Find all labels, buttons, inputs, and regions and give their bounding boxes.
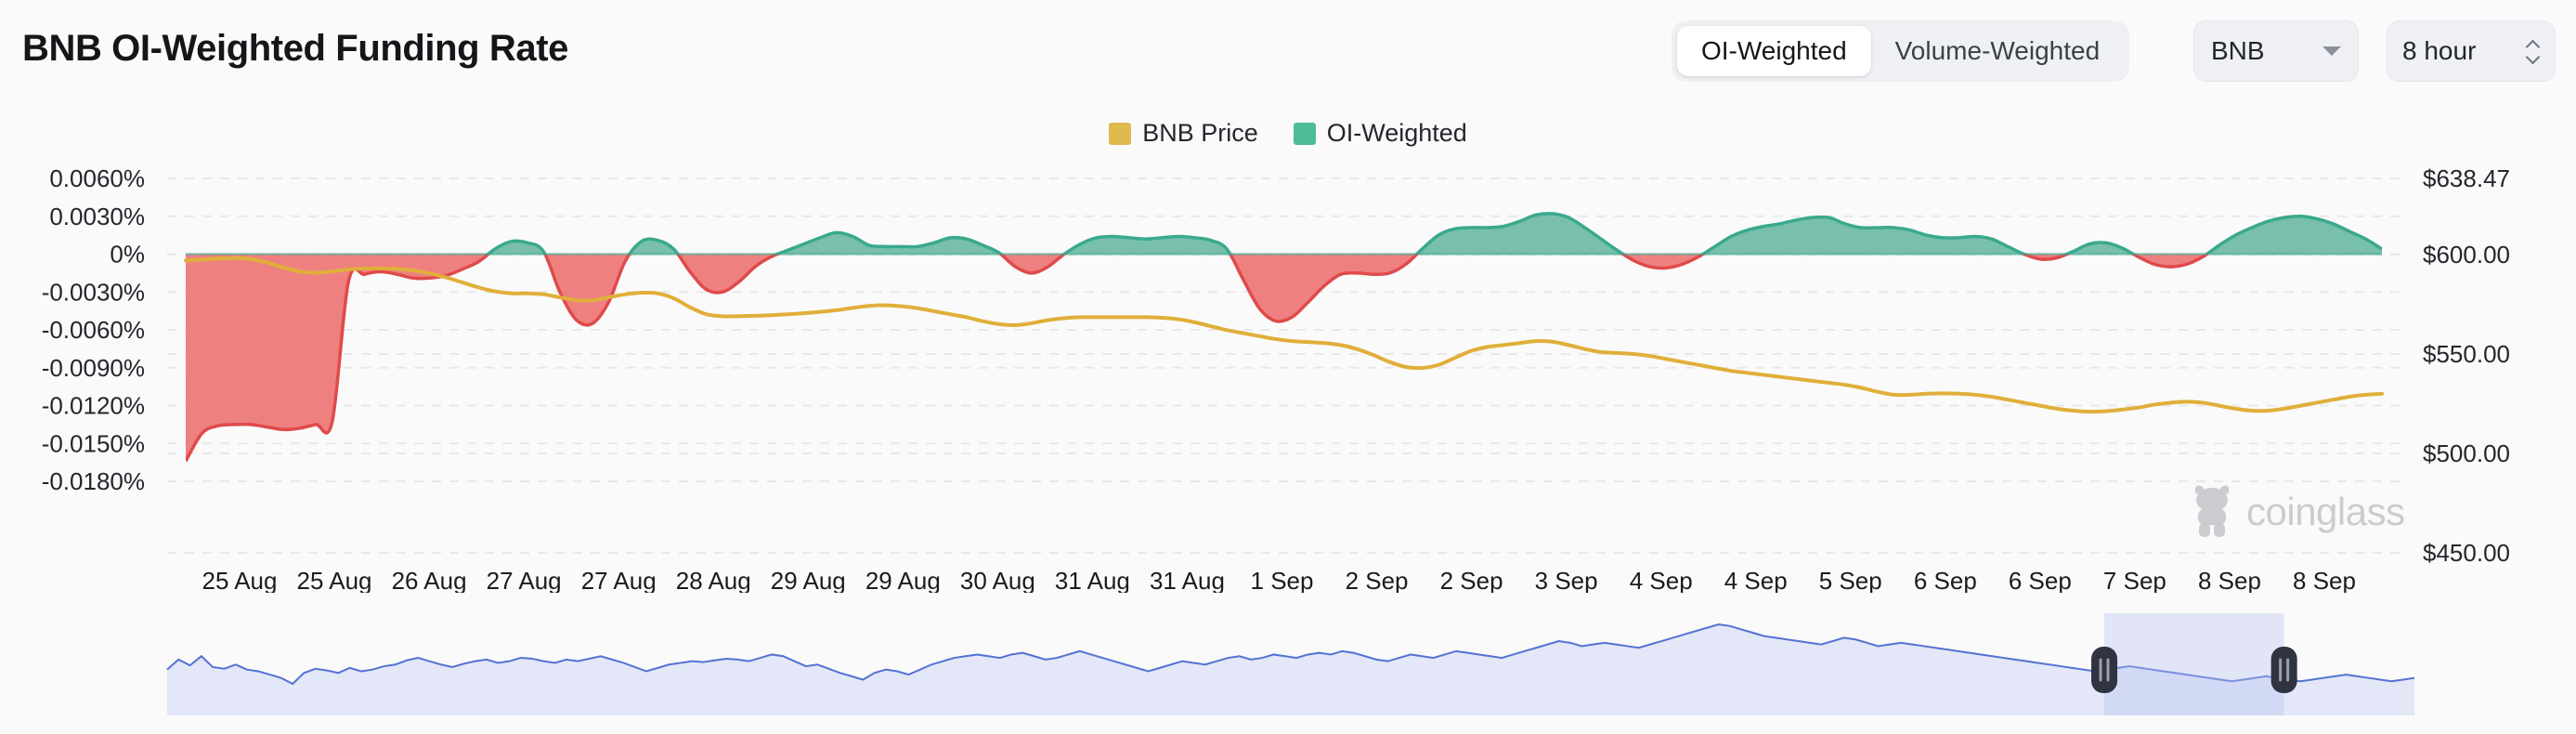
chart-legend: BNB Price OI-Weighted: [0, 119, 2576, 148]
chart-header: BNB OI-Weighted Funding Rate OI-Weighted…: [0, 0, 2576, 100]
interval-select-value: 8 hour: [2402, 36, 2477, 65]
legend-item-oi-weighted[interactable]: OI-Weighted: [1293, 119, 1467, 148]
navigator-handle-left[interactable]: [2091, 647, 2118, 693]
weighting-toggle-group: OI-Weighted Volume-Weighted: [1672, 20, 2130, 82]
legend-swatch-bnb-price: [1109, 122, 1132, 145]
tab-oi-weighted[interactable]: OI-Weighted: [1677, 26, 1871, 76]
x-axis-tick-label: 31 Aug: [1150, 567, 1225, 593]
chart-plot-area[interactable]: 0.0060% 0.0030% 0% -0.0030% -0.0060% -0.0090%…: [0, 165, 2576, 593]
x-axis-tick-label: 8 Sep: [2293, 567, 2356, 593]
stepper-icon[interactable]: [2527, 41, 2540, 61]
x-axis-tick-label: 6 Sep: [1914, 567, 1977, 593]
x-axis-tick-label: 27 Aug: [487, 567, 562, 593]
y2-axis-tick-label: $450.00: [2423, 539, 2510, 567]
x-axis-tick-label: 3 Sep: [1535, 567, 1598, 593]
x-axis-tick-label: 6 Sep: [2009, 567, 2072, 593]
y2-axis-tick-label: $600.00: [2423, 241, 2510, 269]
interval-select[interactable]: 8 hour: [2387, 20, 2556, 82]
chart-navigator[interactable]: [0, 613, 2576, 734]
chevron-up-icon[interactable]: [2527, 41, 2540, 48]
y2-axis-tick-label: $500.00: [2423, 439, 2510, 467]
x-axis-tick-label: 27 Aug: [581, 567, 657, 593]
funding-rate-positive-area: [186, 212, 2382, 255]
x-axis-tick-label: 25 Aug: [202, 567, 278, 593]
x-axis-tick-label: 2 Sep: [1440, 567, 1503, 593]
y-axis-tick-label: -0.0120%: [42, 392, 145, 420]
legend-item-bnb-price[interactable]: BNB Price: [1109, 119, 1258, 148]
x-axis-tick-label: 8 Sep: [2198, 567, 2261, 593]
y2-axis-tick-label: $550.00: [2423, 340, 2510, 368]
x-axis-tick-label: 4 Sep: [1630, 567, 1693, 593]
chevron-down-icon: [2322, 46, 2341, 56]
y2-axis-tick-label: $638.47: [2423, 165, 2510, 192]
y-axis-tick-label: -0.0150%: [42, 429, 145, 457]
tab-oi-weighted-label: OI-Weighted: [1701, 36, 1847, 65]
x-axis-tick-label: 5 Sep: [1819, 567, 1882, 593]
y-axis-tick-label: -0.0090%: [42, 354, 145, 382]
x-axis-tick-label: 29 Aug: [771, 567, 846, 593]
coin-select[interactable]: BNB: [2193, 20, 2359, 82]
bnb-price-line: [184, 256, 2384, 414]
navigator-svg[interactable]: [0, 613, 2576, 734]
y-axis-tick-label: 0.0060%: [49, 165, 145, 192]
x-axis-tick-label: 2 Sep: [1346, 567, 1409, 593]
y-axis-tick-label: -0.0060%: [42, 316, 145, 344]
y-axis-tick-label: -0.0180%: [42, 467, 145, 495]
funding-rate-negative-area: [186, 254, 2382, 463]
tab-volume-weighted-label: Volume-Weighted: [1894, 36, 2101, 65]
legend-label-bnb-price: BNB Price: [1142, 119, 1258, 147]
x-axis-tick-label: 7 Sep: [2103, 567, 2166, 593]
y-axis-tick-label: 0%: [110, 241, 145, 269]
y-axis-tick-label: 0.0030%: [49, 203, 145, 230]
x-axis-tick-label: 31 Aug: [1055, 567, 1130, 593]
funding-rate-chart[interactable]: 0.0060% 0.0030% 0% -0.0030% -0.0060% -0.0090%…: [0, 165, 2576, 593]
x-axis-tick-label: 4 Sep: [1724, 567, 1788, 593]
coin-select-value: BNB: [2211, 36, 2265, 65]
navigator-selection-window[interactable]: [2104, 613, 2284, 715]
navigator-series: [166, 623, 2415, 715]
legend-swatch-oi-weighted: [1293, 122, 1316, 145]
page-title: BNB OI-Weighted Funding Rate: [22, 28, 569, 69]
y-axis-tick-label: -0.0030%: [42, 278, 145, 306]
legend-label-oi-weighted: OI-Weighted: [1326, 119, 1467, 147]
x-axis-tick-label: 25 Aug: [297, 567, 372, 593]
navigator-handle-right[interactable]: [2270, 647, 2297, 693]
chevron-down-icon[interactable]: [2527, 54, 2540, 61]
x-axis-tick-label: 1 Sep: [1251, 567, 1314, 593]
x-axis-tick-label: 28 Aug: [676, 567, 751, 593]
tab-volume-weighted[interactable]: Volume-Weighted: [1871, 26, 2125, 76]
x-axis-tick-label: 26 Aug: [392, 567, 467, 593]
x-axis-tick-label: 30 Aug: [960, 567, 1035, 593]
x-axis-tick-label: 29 Aug: [865, 567, 941, 593]
